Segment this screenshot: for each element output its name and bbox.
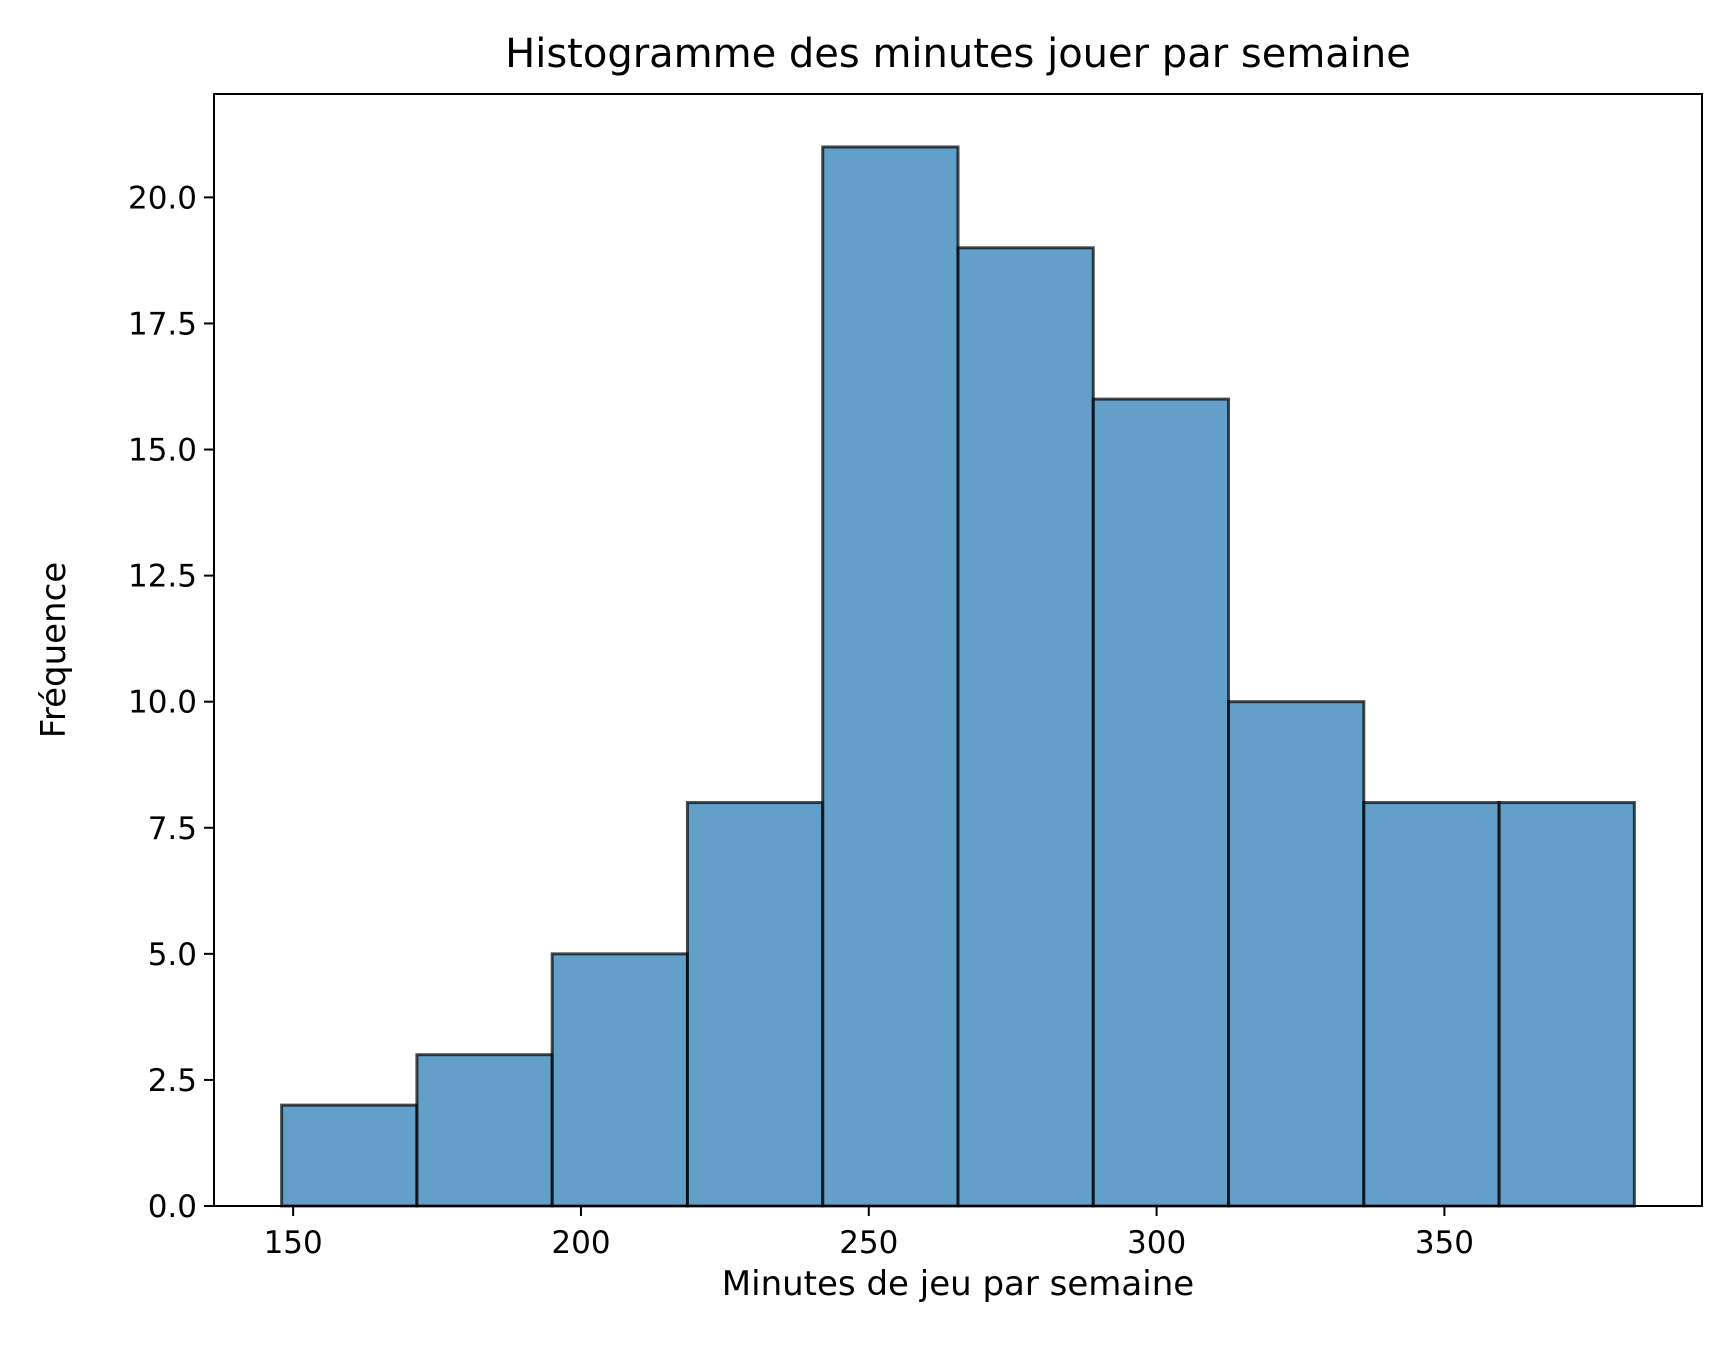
x-axis-label: Minutes de jeu par semaine: [722, 1264, 1194, 1304]
y-tick-label: 7.5: [148, 811, 197, 847]
histogram-bar-1: [280, 1103, 419, 1208]
histogram-bar-5: [821, 145, 960, 1208]
y-tick-label: 15.0: [128, 433, 197, 469]
histogram-bar-4: [685, 801, 825, 1208]
y-tick-label: 17.5: [128, 306, 197, 342]
y-tick-label: 0.0: [148, 1189, 197, 1225]
x-axis: 150 200 250 300 350: [264, 1206, 1474, 1261]
histogram-bar-6: [956, 246, 1095, 1208]
y-tick-label: 10.0: [128, 685, 197, 721]
bars-layer: [280, 145, 1636, 1208]
x-tick-label: 250: [839, 1225, 898, 1261]
y-tick-label: 20.0: [128, 180, 197, 216]
y-tick-label: 12.5: [128, 559, 197, 595]
x-tick-label: 350: [1415, 1225, 1474, 1261]
y-axis: 0.0 2.5 5.0 7.5 10.0 12.5 15.0 17.5 20.0: [128, 180, 214, 1225]
y-axis-label: Fréquence: [34, 562, 74, 738]
x-tick-label: 150: [264, 1225, 323, 1261]
histogram-bar-3: [550, 952, 689, 1208]
histogram-bar-10: [1497, 801, 1636, 1208]
axes-frame: [213, 93, 1703, 1207]
histogram-bar-2: [415, 1053, 554, 1208]
histogram-bar-7: [1091, 397, 1231, 1208]
x-tick-label: 200: [551, 1225, 610, 1261]
chart-title: Histogramme des minutes jouer par semain…: [505, 31, 1411, 77]
y-tick-label: 5.0: [148, 937, 197, 973]
x-tick-label: 300: [1127, 1225, 1186, 1261]
y-tick-label: 2.5: [148, 1063, 197, 1099]
histogram-bar-8: [1227, 700, 1366, 1208]
histogram-bar-9: [1362, 801, 1501, 1208]
